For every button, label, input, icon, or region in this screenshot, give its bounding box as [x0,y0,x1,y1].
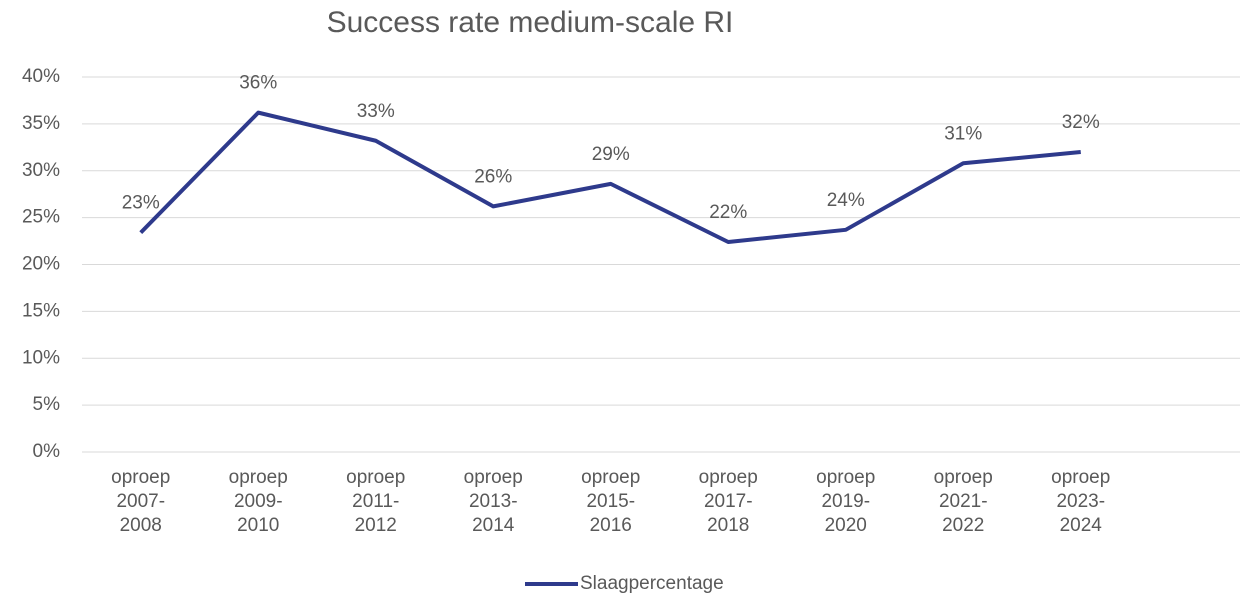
data-label: 31% [944,123,982,144]
y-tick-label: 30% [22,160,60,181]
y-tick-label: 0% [33,441,61,462]
x-tick-label: oproep 2021-2022 [933,467,993,536]
y-tick-label: 15% [22,300,60,321]
y-tick-label: 5% [33,394,61,415]
x-tick-label: oproep 2009-2010 [228,467,288,536]
data-label: 29% [592,144,630,165]
y-tick-label: 35% [22,113,60,134]
y-tick-label: 25% [22,207,60,228]
line [139,110,1081,244]
x-tick-label: oproep 2019-2020 [816,467,876,536]
x-tick-label: oproep 2011-2012 [346,467,406,536]
data-label: 36% [239,73,277,94]
data-label: 24% [827,190,865,211]
data-label: 32% [1062,112,1100,133]
x-tick-label: oproep 2007-2008 [111,467,171,536]
y-tick-label: 40% [22,66,60,87]
x-tick-label: oproep 2017-2018 [698,467,758,536]
x-tick-label: oproep 2015-2016 [581,467,641,536]
x-tick-label: oproep 2023-2024 [1051,467,1111,536]
data-label: 22% [709,202,747,223]
data-label: 26% [474,166,512,187]
y-tick-label: 10% [22,347,60,368]
y-tick-label: 20% [22,254,60,275]
chart-title: Success rate medium-scale RI [327,6,734,39]
data-label: 33% [357,101,395,122]
legend-label: Slaagpercentage [580,573,724,594]
x-tick-label: oproep 2013-2014 [463,467,523,536]
data-label: 23% [122,193,160,214]
